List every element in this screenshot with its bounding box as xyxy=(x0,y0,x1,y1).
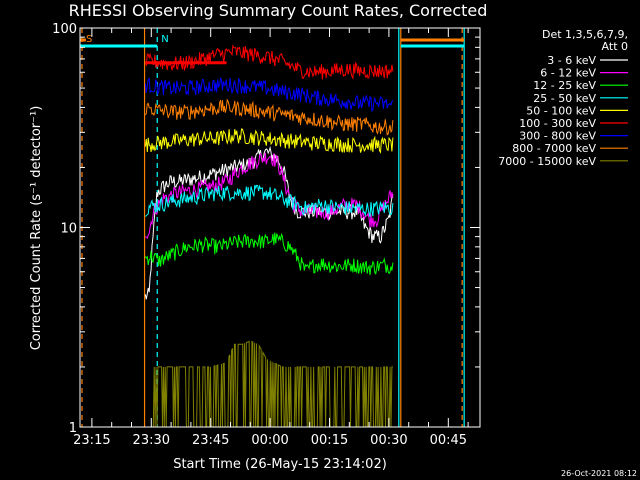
series-line-0 xyxy=(144,145,394,300)
x-tick-label: 23:45 xyxy=(192,433,229,448)
legend-label: 12 - 25 keV xyxy=(533,79,596,92)
annotation-n: N xyxy=(161,34,168,45)
legend-header: Det 1,3,5,6,7,9, xyxy=(542,28,628,41)
legend-label: 6 - 12 keV xyxy=(540,67,596,80)
x-axis: 23:15 23:30 23:45 00:00 00:15 00:30 00:45 xyxy=(73,28,469,448)
legend-label: 800 - 7000 keV xyxy=(512,142,596,155)
x-tick-label: 00:15 xyxy=(311,433,348,448)
x-tick-label: 00:30 xyxy=(370,433,407,448)
series-line-6 xyxy=(144,77,394,113)
legend-label: 50 - 100 keV xyxy=(526,104,596,117)
legend-label: 3 - 6 keV xyxy=(547,54,596,67)
x-tick-label: 23:15 xyxy=(73,433,110,448)
series-line-3 xyxy=(145,184,394,218)
plot-series xyxy=(144,44,394,428)
series-line-2 xyxy=(144,232,394,276)
x-tick-label: 23:30 xyxy=(133,433,170,448)
legend-label: 100 - 300 keV xyxy=(519,117,596,130)
series-line-4 xyxy=(144,128,394,154)
annotation-s: S xyxy=(86,34,92,45)
x-tick-label: 00:00 xyxy=(251,433,288,448)
chart-title: RHESSI Observing Summary Count Rates, Co… xyxy=(69,1,488,20)
x-tick-label: 00:45 xyxy=(430,433,467,448)
y-axis-label: Corrected Count Rate (s⁻¹ detector⁻¹) xyxy=(29,106,44,351)
series-line-7 xyxy=(144,98,394,136)
legend-label: 25 - 50 keV xyxy=(533,92,596,105)
legend-label: 7000 - 15000 keV xyxy=(498,155,596,168)
y-tick-label: 1 xyxy=(69,421,77,436)
legend-header: Att 0 xyxy=(602,40,628,53)
series-line-1 xyxy=(144,152,394,240)
timestamp-label: 26-Oct-2021 08:12 xyxy=(561,469,637,478)
x-axis-label: Start Time (26-May-15 23:14:02) xyxy=(173,457,387,472)
y-axis: 1 10 100 xyxy=(52,22,480,436)
y-tick-label: 10 xyxy=(60,222,77,237)
y-tick-label: 100 xyxy=(52,22,77,37)
legend-label: 300 - 800 keV xyxy=(519,130,596,143)
series-line-5 xyxy=(144,44,394,81)
